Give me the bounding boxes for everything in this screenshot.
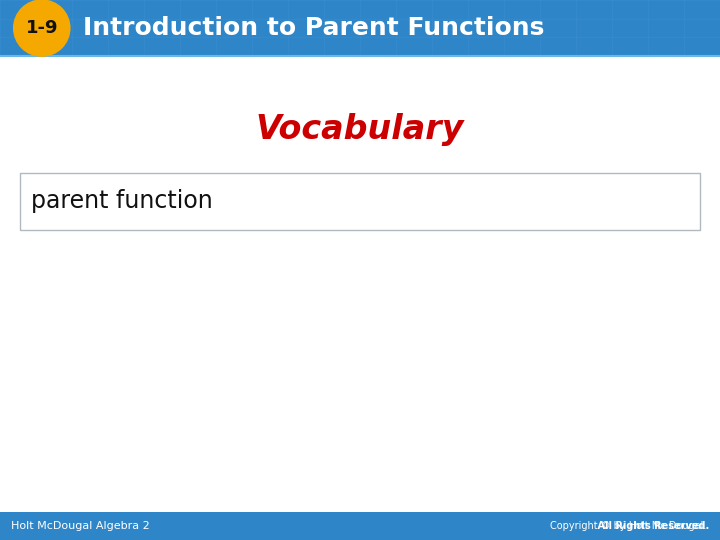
Text: Holt McDougal Algebra 2: Holt McDougal Algebra 2 <box>11 521 150 531</box>
Text: All Rights Reserved.: All Rights Reserved. <box>422 521 709 531</box>
Text: Copyright © by Holt Mc Dougal.: Copyright © by Holt Mc Dougal. <box>549 521 709 531</box>
Text: Vocabulary: Vocabulary <box>256 113 464 146</box>
Bar <box>20 173 700 230</box>
Ellipse shape <box>13 0 71 57</box>
Bar <box>0 0 720 56</box>
Bar <box>0 512 720 540</box>
Text: Introduction to Parent Functions: Introduction to Parent Functions <box>83 16 544 40</box>
Text: parent function: parent function <box>31 189 212 213</box>
Text: 1-9: 1-9 <box>25 19 58 37</box>
